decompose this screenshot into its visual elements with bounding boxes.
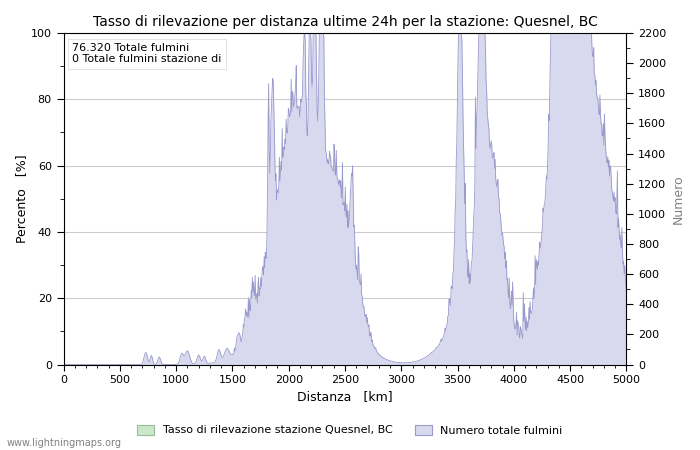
Text: 76.320 Totale fulmini
0 Totale fulmini stazione di: 76.320 Totale fulmini 0 Totale fulmini s… — [72, 43, 221, 64]
Legend: Tasso di rilevazione stazione Quesnel, BC, Numero totale fulmini: Tasso di rilevazione stazione Quesnel, B… — [133, 420, 567, 440]
Title: Tasso di rilevazione per distanza ultime 24h per la stazione: Quesnel, BC: Tasso di rilevazione per distanza ultime… — [92, 15, 597, 29]
Text: www.lightningmaps.org: www.lightningmaps.org — [7, 438, 122, 448]
Y-axis label: Percento   [%]: Percento [%] — [15, 154, 28, 243]
Y-axis label: Numero: Numero — [672, 174, 685, 224]
X-axis label: Distanza   [km]: Distanza [km] — [298, 391, 393, 404]
